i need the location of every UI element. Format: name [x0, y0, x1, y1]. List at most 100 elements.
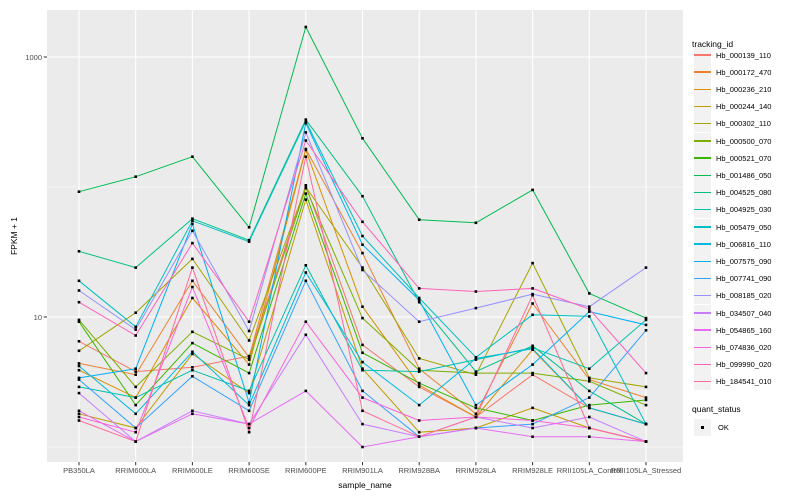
data-point — [247, 238, 251, 242]
data-point — [644, 316, 648, 320]
data-point — [191, 155, 194, 158]
data-point — [304, 131, 308, 134]
data-point — [644, 403, 648, 407]
data-point — [531, 406, 534, 410]
data-point — [247, 339, 251, 342]
x-tick-label: RRIM928LA — [455, 466, 497, 475]
data-point — [417, 385, 421, 389]
data-point — [644, 398, 648, 402]
data-point — [304, 184, 308, 187]
data-point — [531, 287, 534, 290]
legend-line-icon — [694, 71, 711, 73]
data-point — [191, 409, 194, 413]
x-tick-label: RRII105LA_Stressed — [610, 466, 682, 475]
legend-entry-label: Hb_054865_160 — [716, 325, 772, 335]
data-point — [134, 396, 137, 399]
data-point — [417, 287, 421, 290]
data-point — [531, 373, 534, 376]
data-point — [304, 389, 308, 393]
x-tick-label: RRIM928LE — [512, 466, 554, 475]
data-point — [417, 430, 421, 434]
data-point — [77, 378, 81, 381]
data-point — [417, 357, 421, 360]
data-point — [191, 241, 194, 245]
data-point — [417, 218, 421, 221]
legend-entry-label: Hb_007741_090 — [716, 274, 772, 284]
legend-key — [694, 63, 711, 81]
data-point — [531, 426, 534, 430]
y-tick-label: 10 — [33, 312, 42, 322]
legend-entry-label: Hb_099990_020 — [716, 360, 772, 370]
data-point — [417, 419, 421, 422]
legend-key — [694, 252, 711, 270]
quant-ok-key — [694, 419, 711, 436]
data-point — [77, 320, 81, 323]
data-point — [191, 352, 194, 356]
data-point — [77, 385, 81, 389]
legend-key — [694, 304, 711, 322]
data-point — [304, 118, 308, 121]
data-point — [417, 381, 421, 385]
data-point — [474, 403, 478, 407]
data-point — [361, 445, 364, 449]
data-point — [644, 329, 648, 332]
data-point — [247, 226, 251, 229]
data-point — [417, 300, 421, 304]
data-point — [247, 391, 251, 395]
data-point — [191, 222, 194, 226]
x-tick-label: RRIM600PE — [284, 466, 327, 475]
data-point — [77, 419, 81, 422]
data-point — [77, 364, 81, 368]
data-point — [531, 371, 534, 375]
data-point — [588, 305, 591, 308]
data-point — [588, 315, 591, 318]
data-point — [247, 329, 251, 333]
data-point — [304, 148, 308, 152]
ok-point-icon — [701, 426, 704, 429]
data-point — [304, 121, 308, 125]
data-point — [474, 221, 478, 225]
data-point — [77, 349, 81, 353]
legend-line-icon — [694, 209, 711, 211]
data-point — [474, 306, 478, 310]
data-point — [588, 367, 591, 370]
x-tick-label: RRIM600LE — [171, 466, 213, 475]
legend-key — [694, 270, 711, 288]
data-point — [77, 289, 81, 292]
data-point — [644, 385, 648, 389]
legend-key — [694, 218, 711, 236]
data-point — [588, 396, 591, 399]
legend-line-icon — [694, 88, 711, 91]
data-point — [361, 351, 364, 355]
legend-entry-label: Hb_007575_090 — [716, 256, 772, 266]
data-point — [474, 373, 478, 376]
data-point — [134, 440, 137, 443]
legend-line-icon — [694, 191, 711, 194]
data-point — [77, 250, 81, 253]
data-point — [417, 370, 421, 373]
legend-key — [694, 132, 711, 150]
data-point — [474, 357, 478, 360]
data-point — [588, 435, 591, 438]
data-point — [247, 363, 251, 366]
legend-key — [694, 98, 711, 116]
data-point — [247, 401, 251, 404]
x-tick-label: RRII105LA_Control — [556, 466, 622, 475]
data-point — [361, 266, 364, 269]
legend-entry-label: Hb_074836_020 — [716, 342, 772, 352]
data-point — [588, 376, 591, 380]
data-point — [77, 279, 81, 283]
data-point — [588, 426, 591, 430]
data-point — [361, 194, 364, 198]
legend-key — [694, 166, 711, 184]
data-point — [247, 358, 251, 361]
data-point — [417, 435, 421, 438]
data-point — [77, 376, 81, 380]
data-point — [77, 412, 81, 416]
data-point — [191, 350, 194, 354]
data-point — [247, 371, 251, 375]
legend-entry-label: Hb_005479_050 — [716, 222, 772, 232]
data-point — [417, 296, 421, 300]
data-point — [247, 389, 251, 393]
legend-entry-label: Hb_000139_110 — [716, 50, 771, 60]
